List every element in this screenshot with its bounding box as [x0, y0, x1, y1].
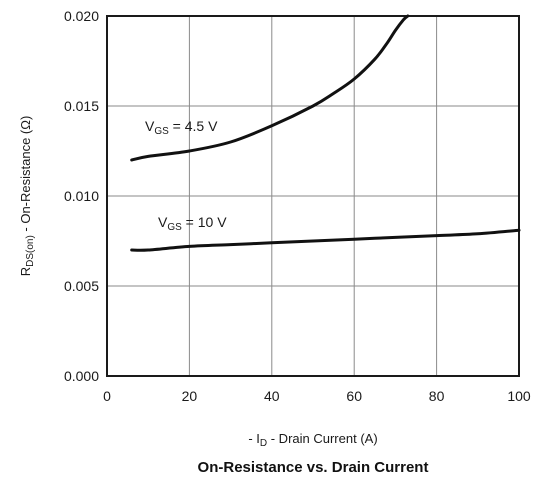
x-tick-label: 80	[429, 388, 445, 404]
series-group	[130, 14, 521, 252]
x-tick-label: 100	[507, 388, 531, 404]
chart-title: On-Resistance vs. Drain Current	[198, 459, 429, 476]
x-tick-label: 20	[182, 388, 198, 404]
x-tick-labels: 0 20 40 60 80 100	[103, 388, 531, 404]
y-tick-label: 0.010	[64, 188, 99, 204]
series-line-1	[130, 228, 521, 252]
y-axis-label: RDS(on) - On-Resistance (Ω)	[18, 116, 36, 277]
y-tick-label: 0.005	[64, 278, 99, 294]
x-tick-label: 60	[346, 388, 362, 404]
y-tick-label: 0.000	[64, 368, 99, 384]
x-axis-label: - ID - Drain Current (A)	[248, 431, 377, 449]
x-tick-label: 40	[264, 388, 280, 404]
annotation-vgs-10v: VGS = 10 V	[158, 214, 227, 233]
y-tick-label: 0.015	[64, 98, 99, 114]
series-line-0	[130, 14, 410, 162]
y-tick-label: 0.020	[64, 8, 99, 24]
plot-frame	[106, 15, 520, 377]
grid	[107, 16, 519, 376]
y-tick-labels: 0.000 0.005 0.010 0.015 0.020	[64, 8, 99, 384]
annotation-vgs-4-5v: VGS = 4.5 V	[145, 118, 218, 137]
x-tick-label: 0	[103, 388, 111, 404]
